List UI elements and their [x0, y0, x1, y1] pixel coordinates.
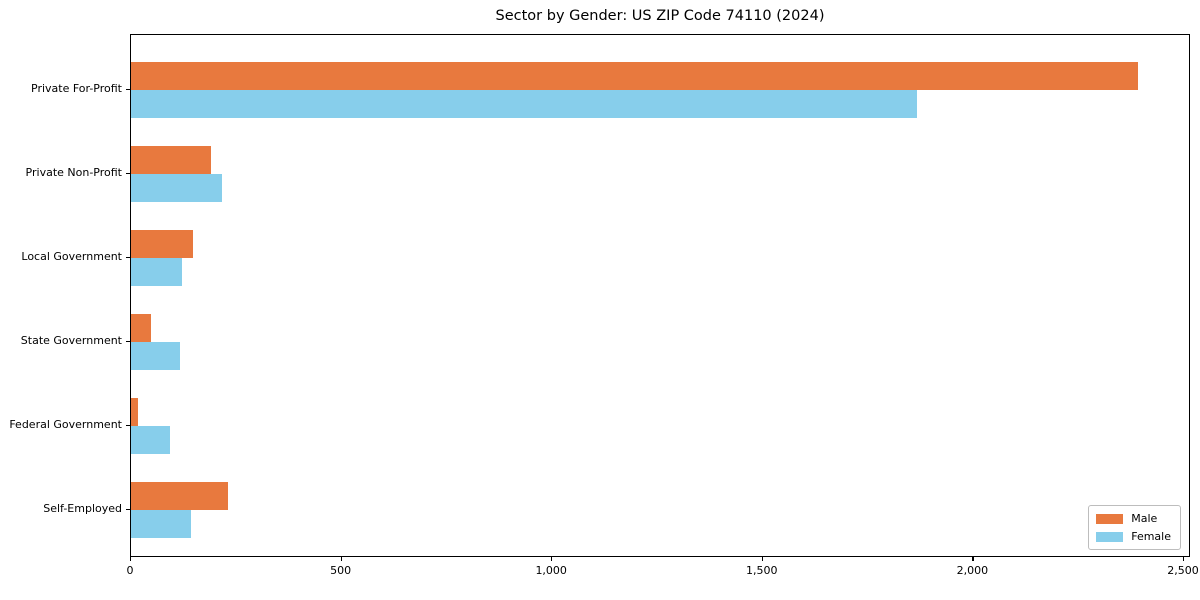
y-label-local-government: Local Government [21, 250, 122, 263]
bar-female-private-non-profit [131, 174, 222, 202]
bar-female-self-employed [131, 510, 191, 538]
y-label-self-employed: Self-Employed [43, 502, 122, 515]
x-tickmark [551, 557, 553, 561]
legend: Male Female [1088, 505, 1181, 550]
x-ticklabel-0: 0 [126, 564, 134, 577]
x-tickmark [340, 557, 342, 561]
male-swatch [1096, 513, 1124, 524]
bar-female-state-government [131, 342, 180, 370]
y-tickmark [126, 341, 130, 343]
x-tickmark [761, 557, 763, 561]
x-ticklabel-500: 500 [330, 564, 352, 577]
x-tickmark [130, 557, 132, 561]
legend-row-male: Male [1096, 512, 1171, 525]
bar-male-local-government [131, 230, 193, 258]
y-label-state-government: State Government [20, 334, 122, 347]
x-ticklabel-1500: 1,500 [746, 564, 778, 577]
bar-male-private-for-profit [131, 62, 1138, 90]
legend-label-female: Female [1131, 530, 1171, 543]
y-tickmark [126, 89, 130, 91]
bar-female-federal-government [131, 426, 170, 454]
chart-title: Sector by Gender: US ZIP Code 74110 (202… [495, 8, 825, 24]
bar-female-private-for-profit [131, 90, 917, 118]
x-tickmark [1183, 557, 1185, 561]
y-label-private-for-profit: Private For-Profit [31, 82, 122, 95]
bar-female-local-government [131, 258, 182, 286]
female-swatch [1096, 531, 1124, 542]
plot-area: Male Female [130, 34, 1190, 557]
y-label-federal-government: Federal Government [9, 418, 122, 431]
legend-label-male: Male [1131, 512, 1158, 525]
x-tickmark [972, 557, 974, 561]
bar-male-private-non-profit [131, 146, 211, 174]
x-ticklabel-2500: 2,500 [1167, 564, 1199, 577]
y-tickmark [126, 173, 130, 175]
y-label-private-non-profit: Private Non-Profit [25, 166, 122, 179]
bar-male-self-employed [131, 482, 228, 510]
bar-male-state-government [131, 314, 151, 342]
y-tickmark [126, 509, 130, 511]
bar-male-federal-government [131, 398, 138, 426]
legend-row-female: Female [1096, 530, 1171, 543]
x-ticklabel-1000: 1,000 [535, 564, 567, 577]
y-tickmark [126, 257, 130, 259]
y-tickmark [126, 425, 130, 427]
x-ticklabel-2000: 2,000 [956, 564, 989, 577]
